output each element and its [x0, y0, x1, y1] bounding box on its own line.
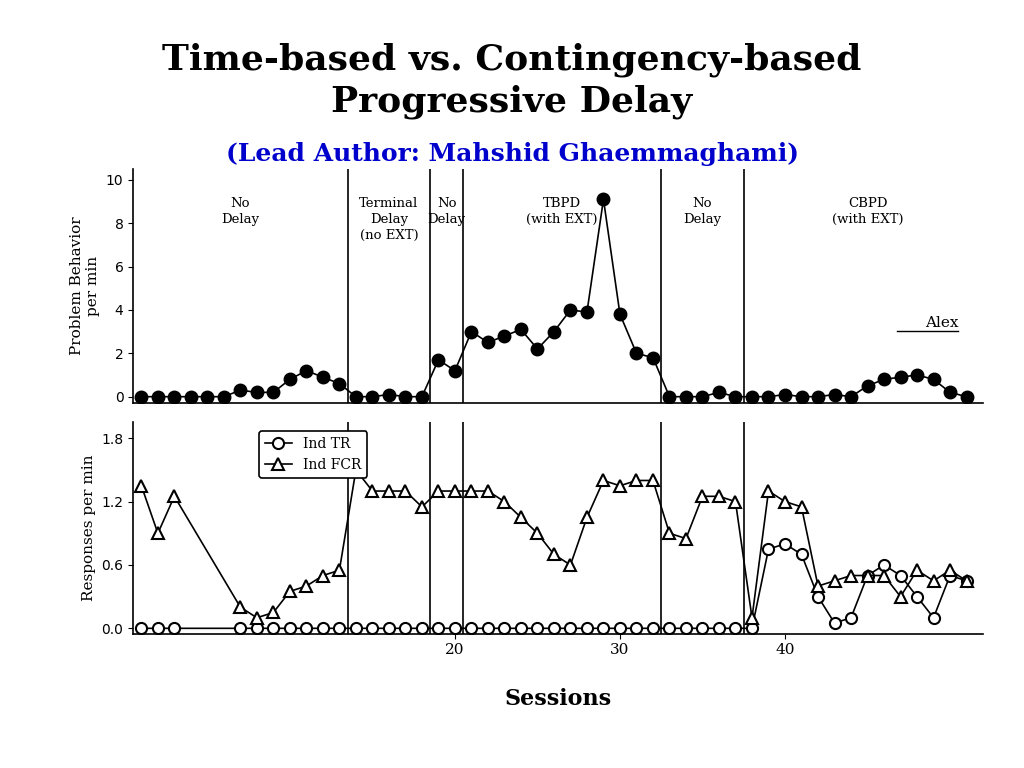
Text: No
Delay: No Delay	[221, 197, 259, 226]
Text: Time-based vs. Contingency-based
Progressive Delay: Time-based vs. Contingency-based Progres…	[163, 42, 861, 119]
Y-axis label: Responses per min: Responses per min	[82, 455, 95, 601]
Text: Terminal
Delay
(no EXT): Terminal Delay (no EXT)	[359, 197, 419, 242]
Text: Alex: Alex	[925, 316, 958, 330]
Text: (Lead Author: Mahshid Ghaemmaghami): (Lead Author: Mahshid Ghaemmaghami)	[225, 142, 799, 166]
Legend: Ind TR, Ind FCR: Ind TR, Ind FCR	[259, 432, 368, 478]
Text: CBPD
(with EXT): CBPD (with EXT)	[831, 197, 903, 226]
Y-axis label: Problem Behavior
per min: Problem Behavior per min	[70, 217, 100, 356]
Text: No
Delay: No Delay	[683, 197, 722, 226]
Text: Sessions: Sessions	[505, 688, 611, 710]
Text: No
Delay: No Delay	[428, 197, 466, 226]
Text: TBPD
(with EXT): TBPD (with EXT)	[526, 197, 598, 226]
